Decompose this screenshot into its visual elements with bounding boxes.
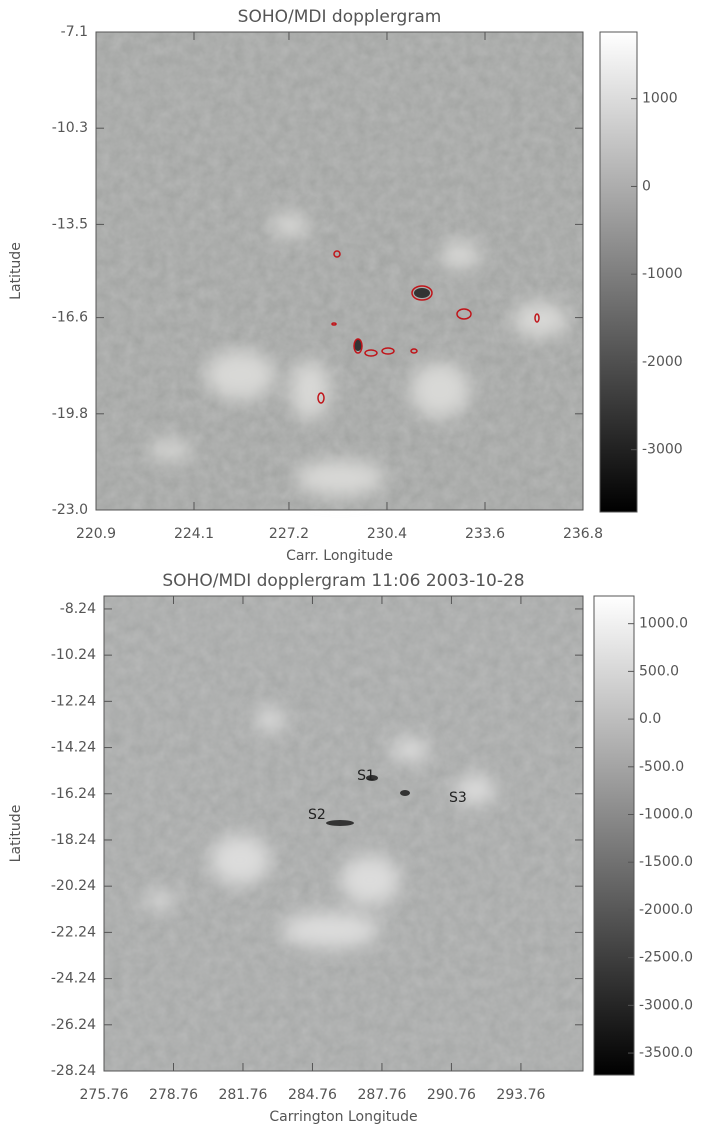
colorbar-tick-label: 0 bbox=[642, 178, 651, 194]
colorbar bbox=[600, 32, 637, 512]
y-tick-label: -19.8 bbox=[52, 406, 88, 422]
y-axis-label: Latitude bbox=[8, 242, 24, 300]
y-tick-label: -26.24 bbox=[51, 1017, 96, 1033]
colorbar-tick-label: 500.0 bbox=[639, 663, 679, 679]
y-tick-label: -10.3 bbox=[52, 120, 88, 136]
y-tick-label: -24.24 bbox=[51, 971, 96, 987]
colorbar-tick-label: -3000 bbox=[642, 442, 683, 458]
x-tick-label: 293.76 bbox=[496, 1087, 545, 1103]
x-tick-label: 284.76 bbox=[288, 1087, 337, 1103]
colorbar-tick-label: -1500.0 bbox=[639, 854, 693, 870]
y-tick-label: -13.5 bbox=[52, 216, 88, 232]
annotation: S3 bbox=[449, 790, 467, 806]
y-tick-label: -23.0 bbox=[52, 502, 88, 518]
x-tick-label: 227.2 bbox=[269, 526, 309, 542]
colorbar-tick-label: 0.0 bbox=[639, 711, 661, 727]
x-axis-label: Carr. Longitude bbox=[286, 548, 393, 564]
chart-title: SOHO/MDI dopplergram bbox=[238, 7, 442, 27]
colorbar-tick-label: 1000.0 bbox=[639, 616, 688, 632]
colorbar-tick-label: -3000.0 bbox=[639, 997, 693, 1013]
x-tick-label: 236.8 bbox=[563, 526, 603, 542]
colorbar-tick-label: 1000 bbox=[642, 91, 678, 107]
y-tick-label: -20.24 bbox=[51, 878, 96, 894]
y-tick-label: -14.24 bbox=[51, 740, 96, 756]
y-tick-label: -28.24 bbox=[51, 1063, 96, 1079]
y-tick-label: -18.24 bbox=[51, 832, 96, 848]
x-tick-label: 281.76 bbox=[218, 1087, 267, 1103]
figure: SOHO/MDI dopplergram Carr. Longitude Latit… bbox=[0, 0, 713, 1127]
x-tick-label: 220.9 bbox=[76, 526, 116, 542]
x-tick-label: 287.76 bbox=[357, 1087, 406, 1103]
y-axis-label: Latitude bbox=[8, 805, 24, 863]
x-axis-label: Carrington Longitude bbox=[269, 1109, 417, 1125]
colorbar bbox=[594, 596, 634, 1075]
colorbar-tick-label: -500.0 bbox=[639, 759, 684, 775]
x-tick-label: 230.4 bbox=[367, 526, 407, 542]
y-tick-label: -10.24 bbox=[51, 647, 96, 663]
image-texture bbox=[96, 32, 583, 510]
x-tick-label: 224.1 bbox=[174, 526, 214, 542]
x-tick-label: 233.6 bbox=[465, 526, 505, 542]
colorbar-tick-label: -1000 bbox=[642, 266, 683, 282]
annotation: S2 bbox=[308, 807, 326, 823]
y-tick-label: -8.24 bbox=[60, 601, 96, 617]
colorbar-tick-label: -2500.0 bbox=[639, 950, 693, 966]
colorbar-tick-label: -3500.0 bbox=[639, 1045, 693, 1061]
annotation: S1 bbox=[357, 768, 375, 784]
y-tick-label: -22.24 bbox=[51, 924, 96, 940]
x-tick-label: 275.76 bbox=[80, 1087, 129, 1103]
colorbar-tick-label: -2000 bbox=[642, 354, 683, 370]
y-tick-label: -16.6 bbox=[52, 310, 88, 326]
x-tick-label: 278.76 bbox=[149, 1087, 198, 1103]
y-tick-label: -12.24 bbox=[51, 693, 96, 709]
chart-title: SOHO/MDI dopplergram 11:06 2003-10-28 bbox=[162, 571, 524, 591]
colorbar-tick-label: -2000.0 bbox=[639, 902, 693, 918]
image-texture bbox=[104, 596, 583, 1071]
y-tick-label: -7.1 bbox=[61, 24, 88, 40]
colorbar-tick-label: -1000.0 bbox=[639, 807, 693, 823]
y-tick-label: -16.24 bbox=[51, 786, 96, 802]
x-tick-label: 290.76 bbox=[427, 1087, 476, 1103]
